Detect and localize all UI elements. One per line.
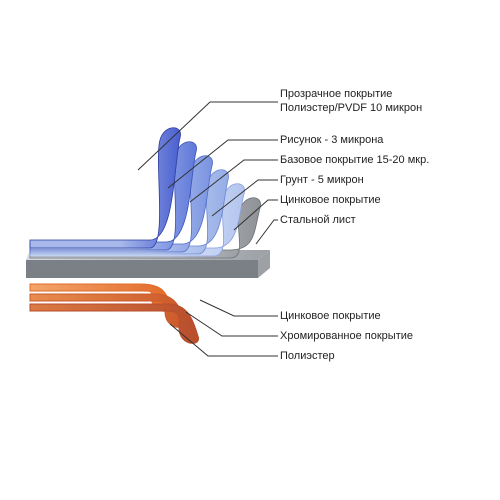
- top_layers-label: Рисунок - 3 микрона: [280, 134, 383, 148]
- coating-layers-diagram: [0, 0, 500, 500]
- top_layers-label: Прозрачное покрытиеПолиэстер/PVDF 10 мик…: [280, 88, 422, 116]
- top_layers-label: Цинковое покрытие: [280, 194, 381, 208]
- bottom_layers-label: Хромированное покрытие: [280, 330, 413, 344]
- top_layers-label: Базовое покрытие 15-20 мкр.: [280, 154, 429, 168]
- top_layers-label-line: Полиэстер/PVDF 10 микрон: [280, 102, 422, 116]
- top_layers-label-line: Базовое покрытие 15-20 мкр.: [280, 154, 429, 168]
- top_layers-label: Стальной лист: [280, 214, 356, 228]
- top_layers-label-line: Стальной лист: [280, 214, 356, 228]
- top_layers-label-line: Цинковое покрытие: [280, 194, 381, 208]
- bottom_layers-label-line: Цинковое покрытие: [280, 310, 381, 324]
- top_layers-label: Грунт - 5 микрон: [280, 174, 364, 188]
- top_layers-label-line: Грунт - 5 микрон: [280, 174, 364, 188]
- top_layers-label-line: Прозрачное покрытие: [280, 88, 422, 102]
- bottom_layers-label: Полиэстер: [280, 350, 335, 364]
- top_layers-label-line: Рисунок - 3 микрона: [280, 134, 383, 148]
- bottom_layers-label-line: Полиэстер: [280, 350, 335, 364]
- bottom_layers-label: Цинковое покрытие: [280, 310, 381, 324]
- bottom_layers-label-line: Хромированное покрытие: [280, 330, 413, 344]
